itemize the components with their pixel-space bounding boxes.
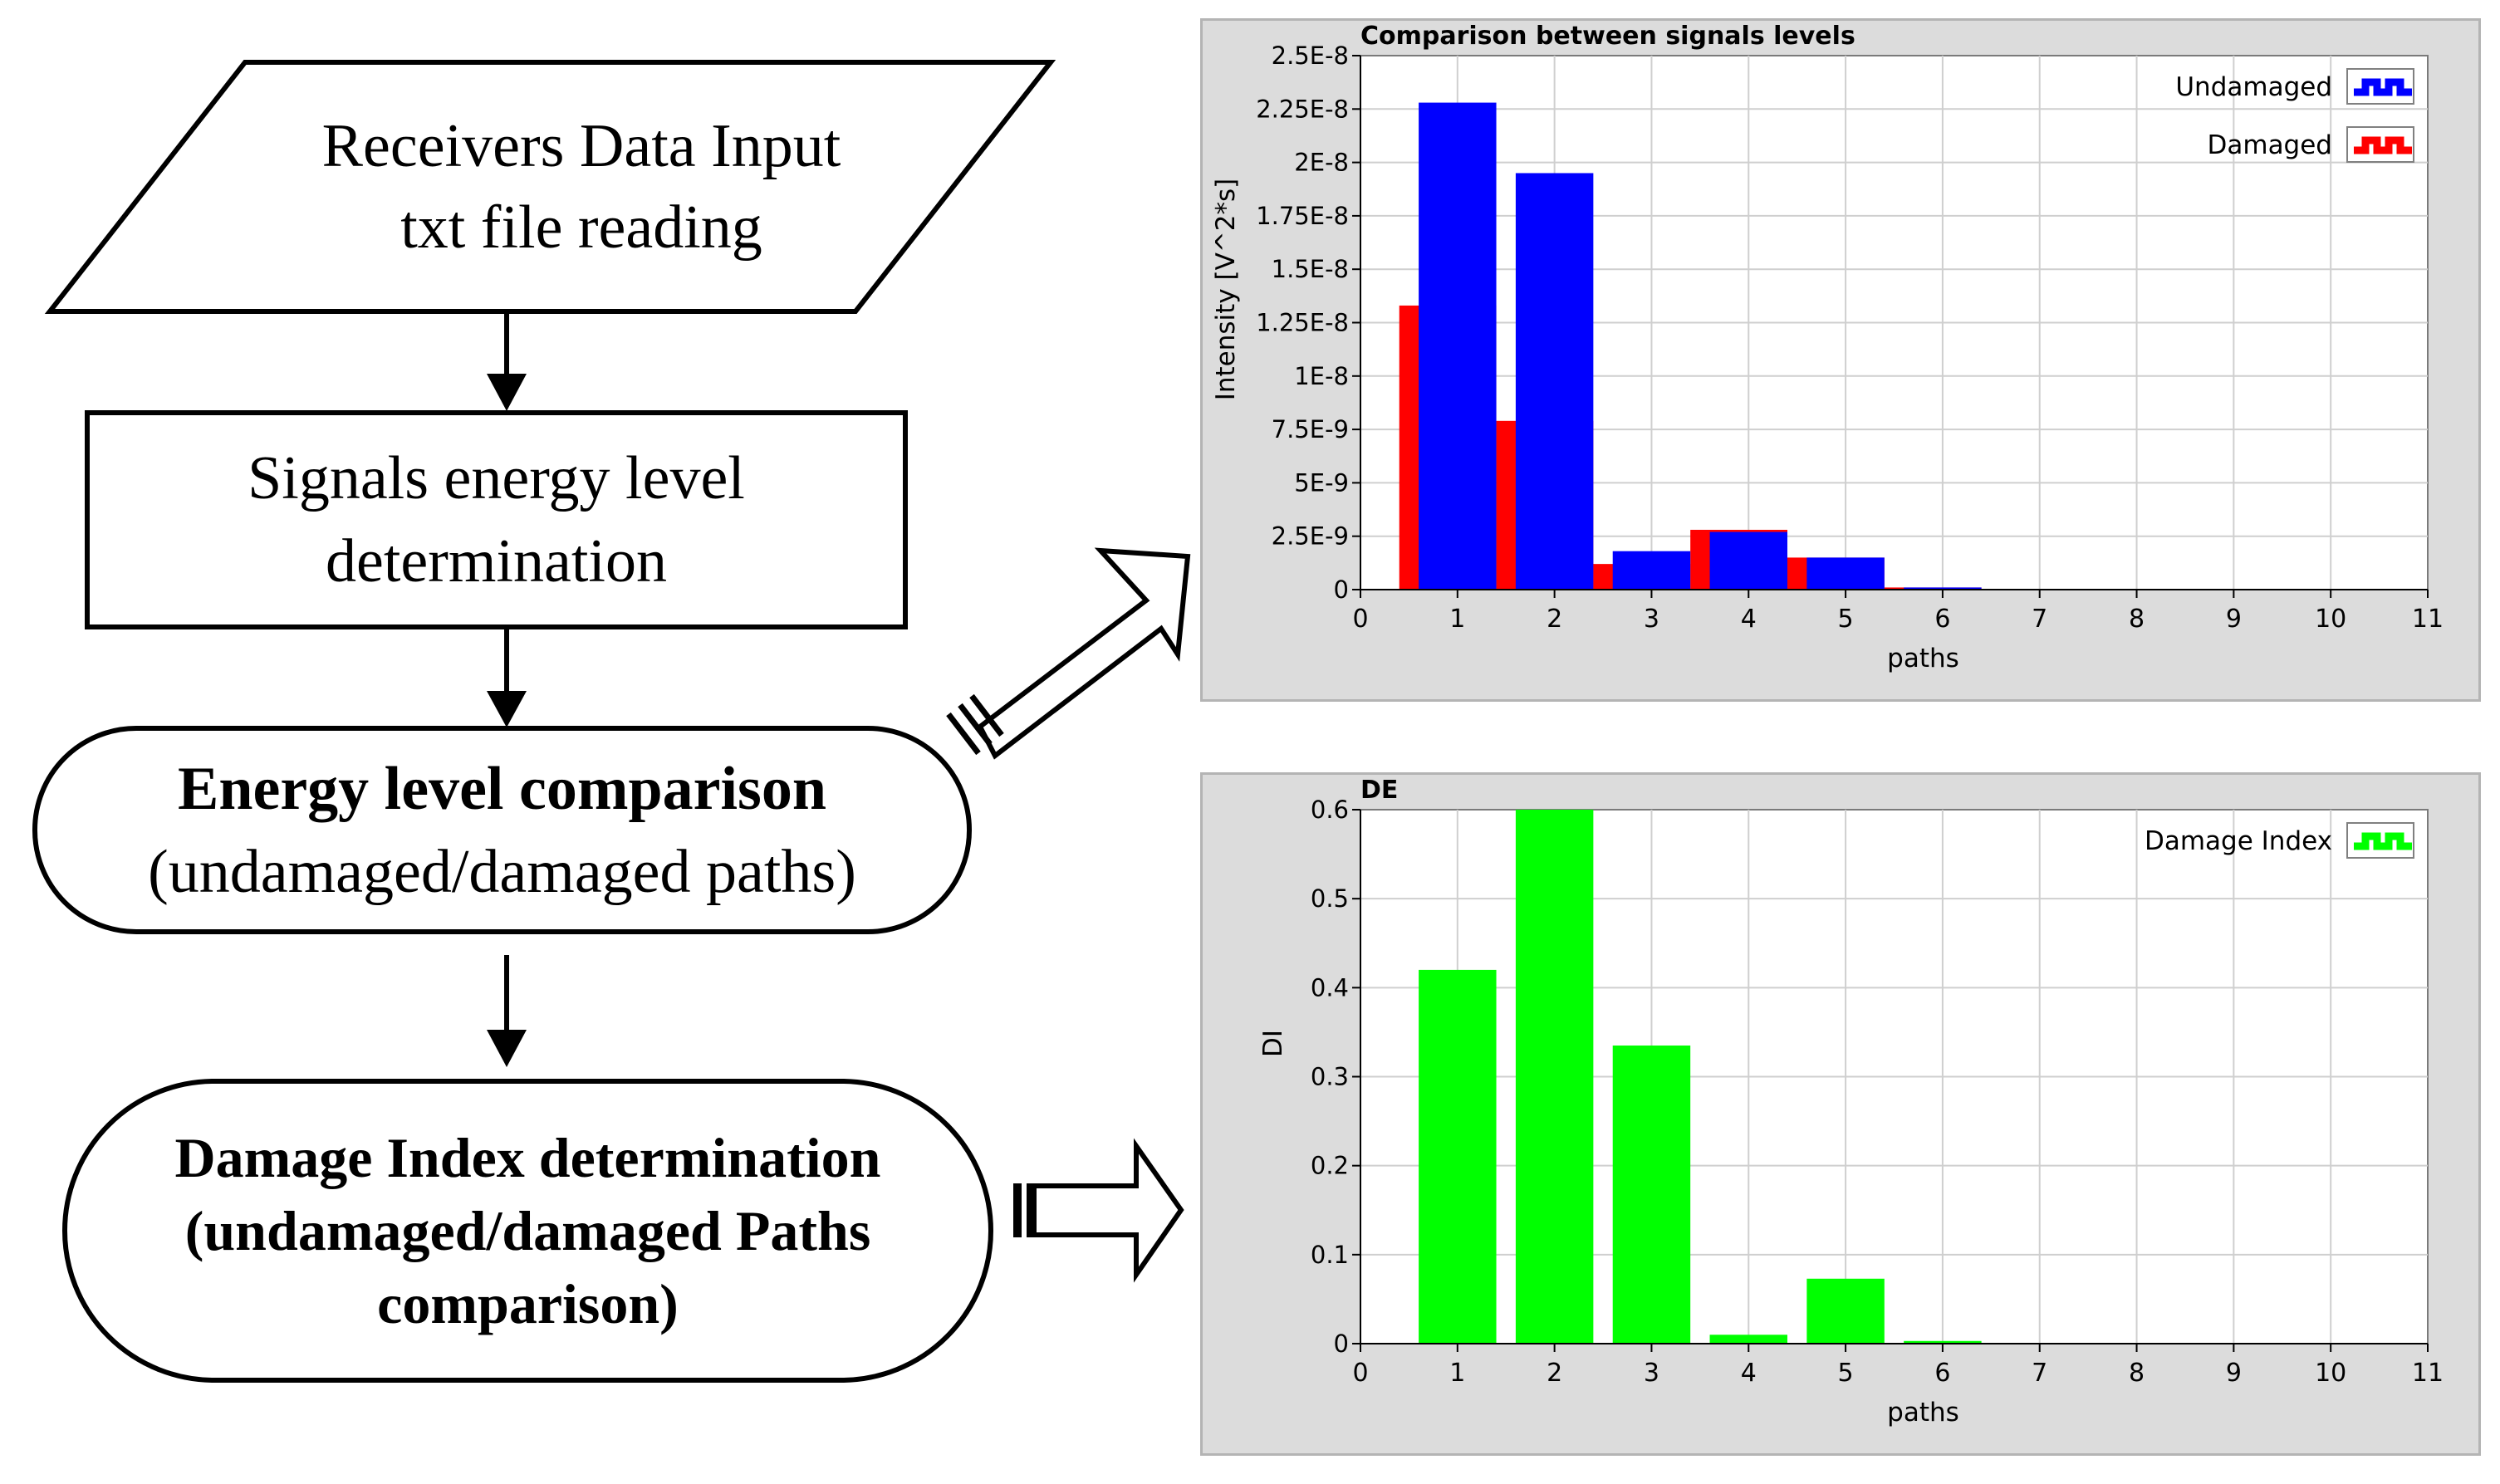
comparison-box-text: Energy level comparison (undamaged/damag… — [35, 728, 969, 932]
x-tick-label: 11 — [2412, 605, 2444, 634]
x-tick-label: 0 — [1352, 605, 1368, 634]
down-arrow-1 — [487, 314, 527, 411]
bar-damage-index — [1709, 1335, 1787, 1344]
comparison-line1: Energy level comparison — [177, 754, 826, 823]
bar-damage-index — [1419, 969, 1497, 1344]
y-tick-label: 7.5E-9 — [1272, 415, 1349, 443]
x-tick-label: 6 — [1934, 1359, 1950, 1388]
y-tick-label: 5E-9 — [1294, 468, 1349, 497]
horizontal-block-arrow — [1013, 1138, 1184, 1283]
x-tick-label: 4 — [1741, 1359, 1757, 1388]
y-tick-label: 0.5 — [1311, 884, 1349, 913]
x-tick-label: 3 — [1644, 1359, 1659, 1388]
y-tick-label: 0.1 — [1311, 1241, 1349, 1269]
y-tick-label: 2E-8 — [1294, 149, 1349, 177]
y-tick-label: 0.6 — [1311, 796, 1349, 824]
energy-det-box-text: Signals energy level determination — [87, 413, 905, 627]
x-tick-label: 8 — [2129, 1359, 2145, 1388]
bar-undamaged — [1709, 531, 1787, 590]
x-axis-label: paths — [1887, 1398, 1959, 1428]
y-tick-label: 1.75E-8 — [1256, 202, 1349, 230]
bar-damage-index — [1612, 1045, 1691, 1344]
bar-damage-index — [1904, 1340, 1982, 1344]
down-arrow-2 — [487, 629, 527, 727]
y-tick-label: 0.2 — [1311, 1152, 1349, 1180]
y-axis-label: DI — [1258, 1030, 1288, 1057]
y-tick-label: 1.5E-8 — [1272, 255, 1349, 283]
bar-undamaged — [1904, 587, 1982, 590]
y-tick-label: 0.4 — [1311, 973, 1349, 1002]
damage-index-line2: (undamaged/damaged Paths — [184, 1199, 871, 1262]
x-tick-label: 9 — [2226, 1359, 2242, 1388]
flowchart-graphics — [32, 60, 1191, 1383]
y-tick-label: 0 — [1334, 1330, 1349, 1358]
y-tick-label: 1.25E-8 — [1256, 309, 1349, 337]
damage-index-chart: DE 0 1 2 3 4 5 6 7 8 9 10 11 0 0.1 0.2 0.3 0.4 0.5 0.6 paths… — [1258, 776, 2444, 1428]
input-box-text: Receivers Data Input txt file reading — [166, 71, 997, 303]
x-tick-label: 4 — [1741, 605, 1757, 634]
comparison-terminator — [32, 726, 972, 934]
x-tick-label: 3 — [1644, 605, 1659, 634]
bar-undamaged — [1515, 173, 1594, 590]
chart-title: Comparison between signals levels — [1360, 22, 1855, 51]
energy-det-rectangle — [85, 410, 908, 629]
bar-undamaged — [1612, 551, 1691, 590]
input-line1: Receivers Data Input — [321, 112, 841, 180]
bar-undamaged — [1419, 102, 1497, 590]
y-tick-label: 0 — [1334, 575, 1349, 604]
x-tick-label: 5 — [1838, 605, 1854, 634]
input-line2: txt file reading — [400, 193, 762, 262]
x-tick-label: 0 — [1352, 1359, 1368, 1388]
bar-damage-index — [1515, 810, 1594, 1344]
damage-index-line1: Damage Index determination — [174, 1126, 881, 1189]
legend-label: Undamaged — [2175, 72, 2332, 102]
x-tick-label: 2 — [1547, 605, 1562, 634]
y-tick-label: 2.25E-8 — [1256, 95, 1349, 123]
damage-index-line3: comparison) — [377, 1272, 679, 1335]
y-tick-label: 0.3 — [1311, 1063, 1349, 1091]
x-tick-label: 5 — [1838, 1359, 1854, 1388]
bar-damage-index — [1806, 1278, 1885, 1344]
damage-index-chart-panel: DE 0 1 2 3 4 5 6 7 8 9 10 11 0 0.1 0.2 0.3 0.4 0.5 0.6 paths… — [1200, 772, 2481, 1456]
signals-chart: Comparison between signals levels 0 1 2 3 4 5 6… — [1211, 22, 2444, 673]
legend-label: Damage Index — [2145, 826, 2332, 856]
energy-det-line1: Signals energy level — [248, 444, 745, 512]
y-axis-label: Intensity [V^2*s] — [1211, 179, 1241, 401]
y-tick-label: 1E-8 — [1294, 362, 1349, 390]
x-tick-label: 7 — [2032, 605, 2047, 634]
signals-chart-panel: Comparison between signals levels 0 1 2 3 4 5 6… — [1200, 18, 2481, 702]
x-tick-label: 7 — [2032, 1359, 2047, 1388]
x-tick-label: 10 — [2315, 605, 2346, 634]
input-parallelogram — [44, 60, 1056, 314]
x-tick-label: 1 — [1449, 1359, 1465, 1388]
x-tick-label: 11 — [2412, 1359, 2444, 1388]
x-tick-label: 1 — [1449, 605, 1465, 634]
x-tick-label: 8 — [2129, 605, 2145, 634]
x-tick-label: 6 — [1934, 605, 1950, 634]
legend-swatch — [2354, 78, 2412, 96]
down-arrow-3 — [487, 955, 527, 1067]
comparison-line2: (undamaged/damaged paths) — [148, 837, 856, 906]
chart-title: DE — [1360, 776, 1398, 805]
x-tick-label: 9 — [2226, 605, 2242, 634]
legend-label: Damaged — [2208, 130, 2333, 160]
damage-index-terminator — [62, 1079, 993, 1383]
diagonal-block-arrow — [946, 547, 1191, 760]
legend-swatch — [2354, 832, 2412, 850]
damage-index-box-text: Damage Index determination (undamaged/da… — [65, 1081, 991, 1380]
y-tick-label: 2.5E-9 — [1272, 522, 1349, 551]
y-tick-label: 2.5E-8 — [1272, 42, 1349, 70]
bar-undamaged — [1806, 557, 1885, 590]
x-tick-label: 10 — [2315, 1359, 2346, 1388]
legend-swatch — [2354, 136, 2412, 154]
x-tick-label: 2 — [1547, 1359, 1562, 1388]
x-axis-label: paths — [1887, 644, 1959, 673]
energy-det-line2: determination — [326, 527, 667, 595]
